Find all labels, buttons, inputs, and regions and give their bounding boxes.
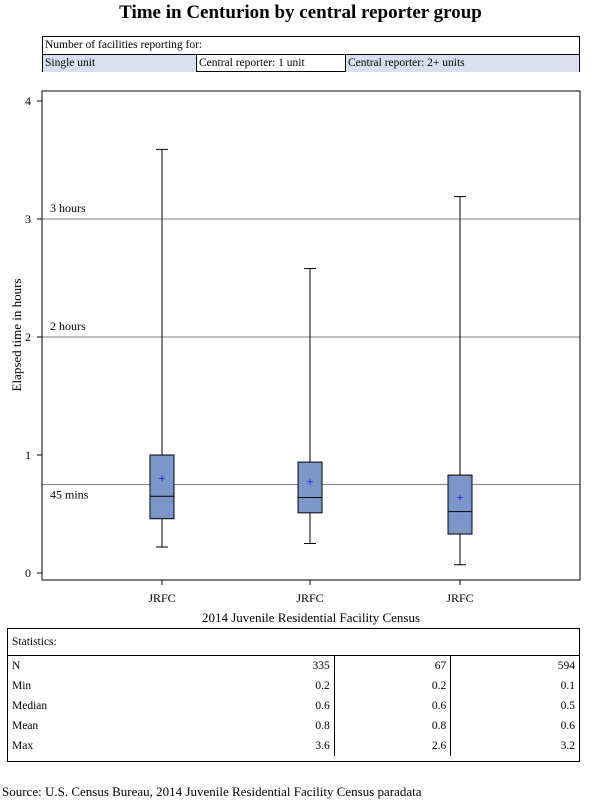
stats-row: Min 0.2 0.2 0.1 (8, 676, 579, 696)
box-1: + (149, 148, 175, 548)
y-tick-label: 2 (25, 330, 31, 344)
stats-value: 67 (333, 656, 451, 676)
stats-label: Max (12, 740, 34, 752)
reference-line-label: 2 hours (50, 319, 86, 333)
stats-value: 335 (312, 660, 330, 672)
x-tick-label: JRFC (148, 591, 175, 605)
statistics-table: Statistics: N 335 67 594 Min 0.2 0.2 0.1 Median 0… (7, 628, 580, 762)
mean-marker: + (456, 489, 463, 504)
y-tick-label: 0 (25, 566, 31, 580)
stats-value: 3.2 (450, 736, 579, 756)
stats-row: Median 0.6 0.6 0.5 (8, 696, 579, 716)
legend-entry-central-1: Central reporter: 1 unit (197, 55, 346, 72)
legend-entry-central-2plus: Central reporter: 2+ units (346, 55, 579, 72)
reference-line-label: 3 hours (50, 201, 86, 215)
stats-value: 0.8 (333, 716, 451, 736)
source-note: Source: U.S. Census Bureau, 2014 Juvenil… (2, 784, 422, 799)
stats-value: 0.2 (333, 676, 451, 696)
stats-label: Mean (12, 720, 39, 732)
stats-value: 0.6 (450, 716, 579, 736)
plot-frame (41, 90, 581, 581)
legend: Number of facilities reporting for: Sing… (42, 36, 580, 72)
x-tick-label: JRFC (446, 591, 473, 605)
stats-value: 0.8 (315, 720, 330, 732)
stats-value: 0.5 (450, 696, 579, 716)
reference-line-label: 45 mins (50, 488, 89, 502)
stats-label: Min (12, 680, 32, 692)
x-axis-label: 2014 Juvenile Residential Facility Censu… (202, 610, 420, 625)
mean-marker: + (158, 471, 165, 486)
mean-marker: + (306, 474, 313, 489)
y-tick-label: 4 (25, 94, 31, 108)
chart-title: Time in Centurion by central reporter gr… (119, 2, 482, 23)
box-plot: 3 hours 2 hours 45 mins 0 1 2 3 4 + + + JRFC JRFC… (9, 90, 581, 625)
stats-value: 0.1 (450, 676, 579, 696)
stats-value: 0.6 (333, 696, 451, 716)
stats-row: Max 3.6 2.6 3.2 (8, 736, 579, 756)
box-2: + (297, 268, 323, 544)
iqr-box (297, 461, 323, 514)
stats-value: 2.6 (333, 736, 451, 756)
stats-value: 0.2 (315, 680, 330, 692)
stats-value: 3.6 (315, 740, 330, 752)
stats-value: 0.6 (315, 700, 330, 712)
x-tick-label: JRFC (296, 591, 323, 605)
box-3: + (447, 196, 473, 566)
stats-row: N 335 67 594 (8, 656, 579, 676)
stats-label: Median (12, 700, 48, 712)
stats-label: N (12, 660, 21, 672)
legend-title: Number of facilities reporting for: (43, 37, 579, 55)
y-tick-label: 3 (25, 212, 31, 226)
iqr-box (447, 474, 473, 535)
stats-value: 594 (450, 656, 579, 676)
iqr-box (149, 454, 175, 520)
legend-entry-single-unit: Single unit (43, 55, 197, 72)
stats-row: Mean 0.8 0.8 0.6 (8, 716, 579, 736)
y-axis-label: Elapsed time in hours (9, 278, 24, 391)
y-tick-label: 1 (25, 448, 31, 462)
statistics-title: Statistics: (8, 629, 579, 656)
